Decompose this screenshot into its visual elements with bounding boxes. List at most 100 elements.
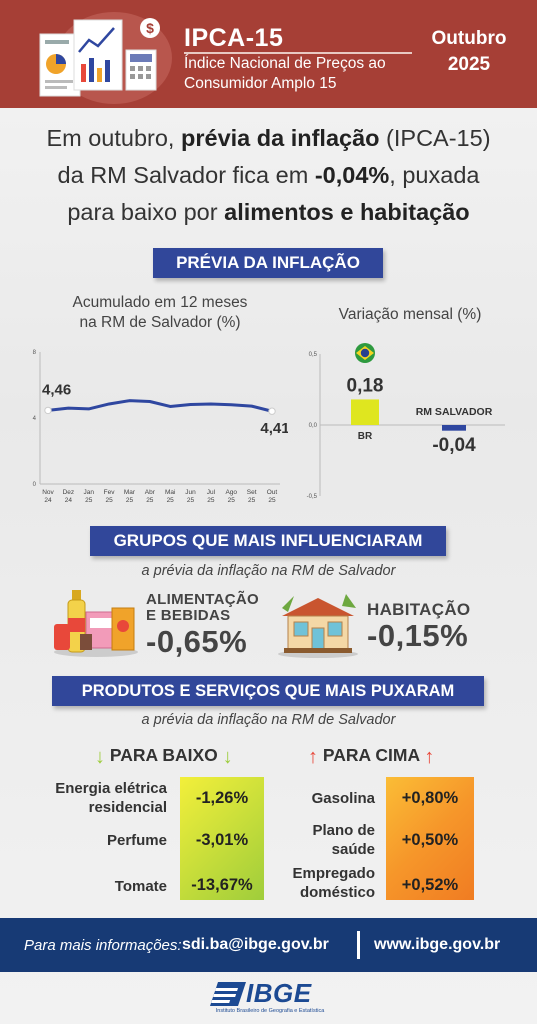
x-tick-year: 25 (207, 497, 215, 504)
x-tick-month: Out (267, 489, 278, 496)
up-heading: ↑ PARA CIMA ↑ (308, 745, 434, 769)
down-item-label: Perfume (106, 832, 167, 849)
footer-bar: Para mais informações: sdi.ba@ibge.gov.b… (0, 918, 537, 972)
y-tick-label: 4 (33, 416, 37, 422)
headline-text: da RM Salvador fica em (57, 162, 315, 188)
x-tick-month: Jul (207, 489, 216, 496)
header-year: 2025 (447, 54, 491, 75)
ibge-logo-text: IBGE (246, 978, 312, 1008)
x-tick-label: Abr 25 (145, 489, 156, 504)
headline-text: para baixo por (67, 199, 225, 225)
header-subtitle-line2: Consumidor Amplo 15 (184, 75, 337, 92)
footer-site-link[interactable]: www.ibge.gov.br (374, 936, 501, 953)
arrow-down-icon: ↓ (222, 746, 233, 768)
x-tick-label: Set 25 (247, 489, 257, 504)
header-bar: $ IPCA-15 Índice Nacional de Preços ao C… (0, 0, 537, 108)
down-item-value: -1,26% (195, 789, 249, 807)
line-chart-caption: Acumulado em 12 meses na RM de Salvador … (40, 293, 280, 333)
arrow-up-icon: ↑ (308, 746, 318, 768)
y-tick-label: 0 (33, 482, 37, 488)
group-housing-value: -0,15% (367, 618, 469, 653)
x-tick-month: Nov (42, 489, 54, 496)
bar-value-label: -0,04 (432, 435, 476, 456)
series-line (47, 399, 273, 413)
report-documents-icon: $ (39, 12, 172, 104)
y-tick-label: 0,0 (309, 423, 318, 429)
x-tick-label: Mai 25 (165, 489, 175, 504)
x-tick-year: 25 (167, 497, 175, 504)
bar-value-label: 0,18 (347, 375, 384, 396)
up-item-label-line1: Plano de (312, 822, 375, 839)
x-tick-year: 25 (85, 497, 93, 504)
x-tick-label: Fev 25 (104, 489, 116, 504)
house-icon (278, 594, 358, 658)
up-item-value: +0,80% (401, 789, 459, 807)
bar (351, 399, 379, 425)
x-tick-label: Ago 25 (225, 489, 237, 504)
up-heading-label: PARA CIMA (322, 745, 420, 765)
svg-text:$: $ (146, 20, 154, 36)
up-item-label-line2: saúde (331, 841, 375, 858)
headline: Em outubro, prévia da inflação (IPCA-15)… (0, 120, 537, 231)
header-subtitle-line1: Índice Nacional de Preços ao (184, 55, 386, 72)
x-tick-month: Jun (185, 489, 196, 496)
x-tick-label: Jul 25 (207, 489, 216, 504)
down-heading: ↓ PARA BAIXO ↓ (95, 745, 233, 769)
up-item-label: Plano de saúde (312, 821, 375, 859)
down-item-label: Tomate (114, 878, 167, 895)
arrow-up-icon: ↑ (424, 746, 435, 768)
x-tick-month: Set (247, 489, 257, 496)
up-item-label-line1: Empregado (292, 865, 375, 882)
groceries-icon (54, 590, 138, 657)
section-banner-previa: PRÉVIA DA INFLAÇÃO (153, 248, 383, 278)
line-chart-caption-line2: na RM de Salvador (%) (79, 314, 241, 331)
data-point (268, 407, 276, 415)
x-tick-year: 25 (187, 497, 195, 504)
bar-chart-caption: Variação mensal (%) (338, 306, 482, 323)
x-tick-year: 24 (44, 497, 52, 504)
header-month: Outubro (431, 28, 507, 49)
section-banner-produtos: PRODUTOS E SERVIÇOS QUE MAIS PUXARAM (52, 676, 484, 706)
x-tick-year: 25 (248, 497, 256, 504)
x-tick-year: 25 (228, 497, 236, 504)
up-item-value: +0,52% (401, 876, 459, 894)
section-banner-grupos: GRUPOS QUE MAIS INFLUENCIARAM (90, 526, 446, 556)
up-item-value: +0,50% (401, 831, 459, 849)
headline-text: (IPCA-15) (379, 125, 491, 151)
headline-bold: -0,04% (314, 162, 390, 188)
group-food-value: -0,65% (146, 624, 248, 659)
down-values-box: -1,26% -3,01% -13,67% (180, 777, 264, 900)
up-values-box: +0,80% +0,50% +0,52% (386, 777, 474, 900)
ibge-logo-icon (210, 982, 246, 1006)
header-subtitle: Índice Nacional de Preços ao Consumidor … (184, 54, 414, 94)
x-tick-year: 25 (146, 497, 154, 504)
up-item-label-line2: doméstico (299, 884, 375, 901)
x-tick-year: 25 (105, 497, 113, 504)
footer-separator (357, 931, 360, 959)
category-label: BR (358, 431, 373, 442)
up-item-label: Gasolina (311, 790, 375, 807)
headline-text: , puxada (389, 162, 480, 188)
group-housing: HABITAÇÃO -0,15% (367, 600, 471, 654)
header-date: Outubro 2025 (414, 26, 524, 78)
headline-text: Em outubro, (46, 125, 181, 151)
arrow-down-icon: ↓ (95, 746, 105, 768)
footer-label: Para mais informações: (24, 937, 182, 954)
group-housing-name: HABITAÇÃO (367, 600, 471, 619)
line-chart-caption-line1: Acumulado em 12 meses (72, 294, 248, 311)
x-tick-month: Dez (63, 489, 75, 496)
up-item-label: Empregado doméstico (292, 864, 375, 902)
down-item-value: -13,67% (191, 876, 253, 894)
x-tick-label: Nov 24 (42, 489, 54, 504)
flag-globe (360, 348, 370, 358)
bar (442, 425, 466, 431)
x-tick-month: Jan (83, 489, 94, 496)
group-food-name-line2: E BEBIDAS (146, 607, 231, 624)
headline-bold: alimentos e habitação (224, 199, 470, 225)
y-tick-label: 0,5 (309, 352, 318, 358)
x-tick-label: Jan 25 (83, 489, 94, 504)
header-divider (184, 52, 412, 54)
y-tick-label: 8 (33, 350, 37, 356)
footer-email-link[interactable]: sdi.ba@ibge.gov.br (182, 936, 329, 953)
